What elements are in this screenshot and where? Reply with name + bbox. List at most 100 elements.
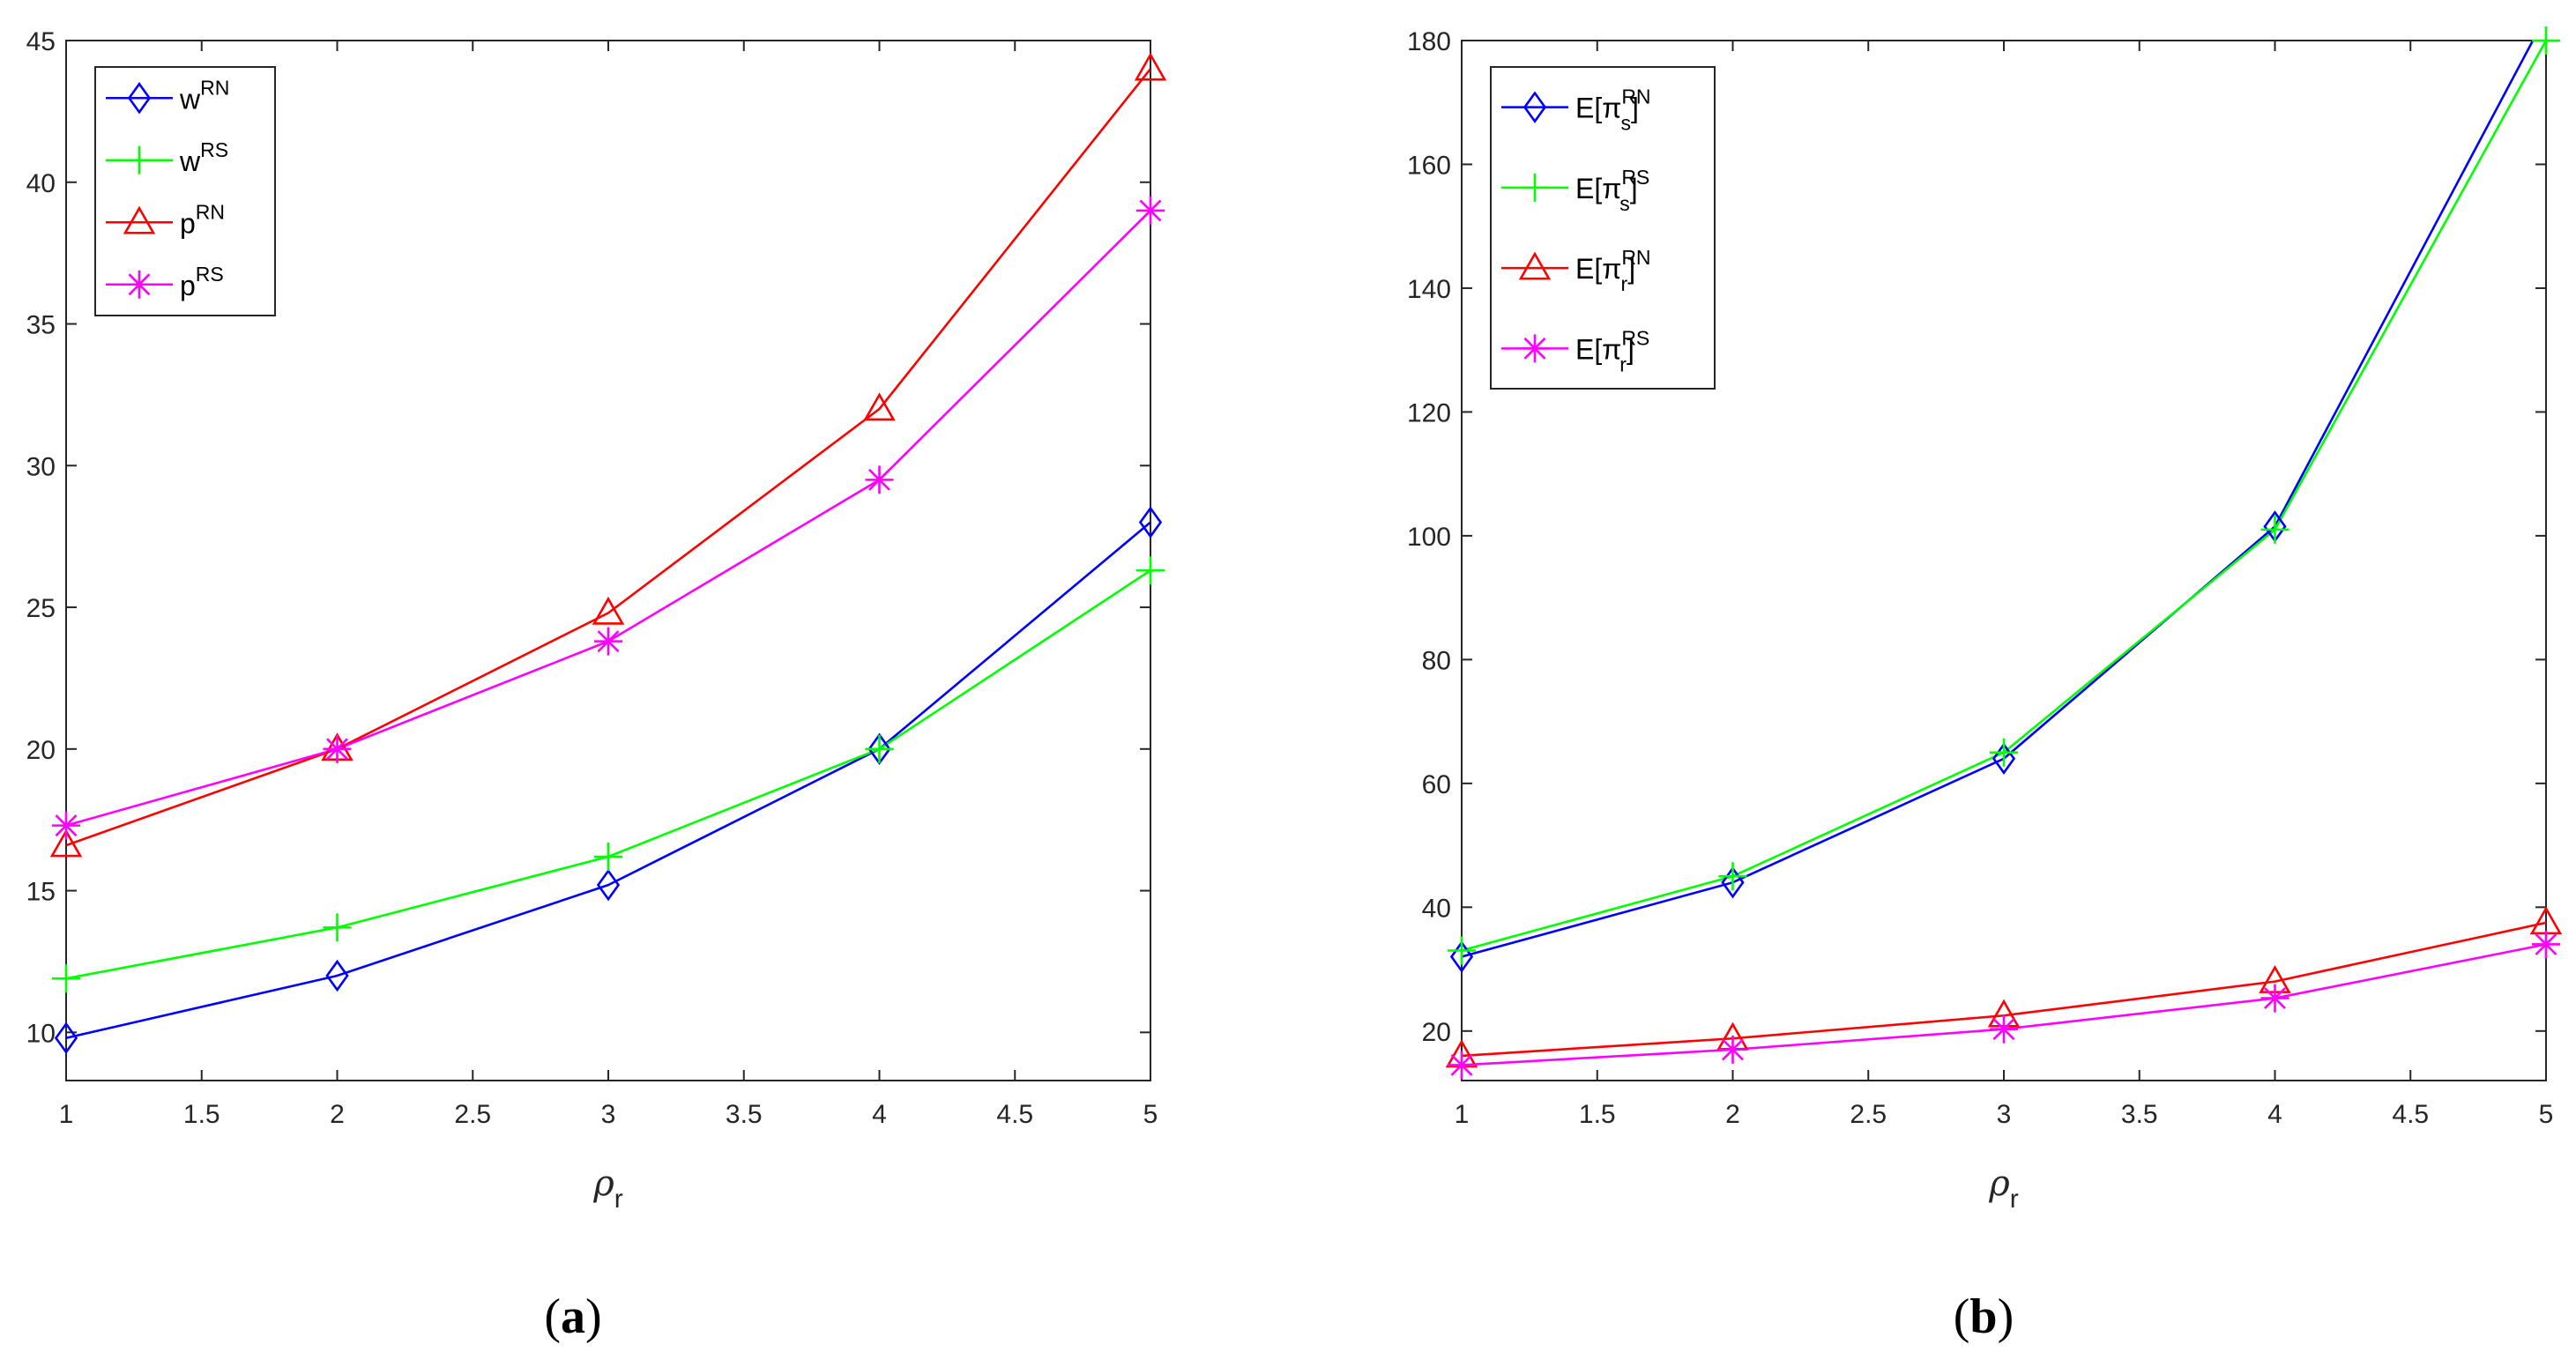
panel-a-point-pRN-0 — [49, 828, 83, 858]
panel-b-x-tick-label: 5 — [2539, 1100, 2554, 1129]
panel-b-x-tick-label: 4 — [2267, 1100, 2282, 1129]
panel-a-x-tick-label: 1.5 — [183, 1100, 220, 1129]
panel-b-chart: 1 1.5 2 2.5 3 3.5 4 4.5 5 20 40 60 80 100 120 140 160 180… — [1407, 26, 2563, 1344]
panel-a-point-wRN-4 — [1138, 506, 1163, 539]
panel-a-x-axis-symbol: ρ — [592, 1163, 614, 1204]
panel-a-x-tick-label: 4.5 — [996, 1100, 1033, 1129]
panel-b-point-E[πrRS]-1 — [1718, 1035, 1747, 1064]
panel-a-series-line-wRN — [66, 521, 1150, 1040]
panel-b-x-tick-label: 1.5 — [1579, 1100, 1616, 1129]
panel-b-x-tick-label: 3.5 — [2121, 1100, 2158, 1129]
panel-b-legend-marker-E[πsRS] — [1521, 173, 1549, 202]
panel-a-legend: wRN wRS pRN pRS — [94, 66, 276, 316]
panel-a-point-wRS-0 — [52, 964, 80, 993]
panel-a-x-tick-label: 3.5 — [726, 1100, 763, 1129]
panel-b-markers-group — [1445, 26, 2563, 1080]
panel-a-point-pRS-0 — [52, 811, 80, 840]
panel-b-x-tick-label: 4.5 — [2392, 1100, 2429, 1129]
panel-a-legend-marker-wRS — [125, 145, 153, 175]
panel-b-y-tick-label: 140 — [1407, 275, 1451, 304]
panel-b-y-tick-label: 100 — [1407, 523, 1451, 552]
panel-b-y-tick-label: 20 — [1422, 1018, 1451, 1047]
panel-a-legend-marker-wRN — [127, 82, 152, 115]
panel-b-legend-label-E[πrRS]: E[πRS r] — [1575, 326, 1649, 375]
panel-b-point-E[πsRS]-0 — [1448, 936, 1476, 965]
panel-a-legend-label-pRS: pRS — [180, 263, 224, 301]
panel-a-legend-label-wRS: wRS — [179, 138, 228, 177]
panel-b-y-tick-label: 180 — [1407, 27, 1451, 56]
panel-a-legend-label-wRN: wRN — [179, 76, 229, 115]
panel-a-x-axis-label: ρr — [592, 1163, 623, 1214]
panel-b-series-line-E[πrRS] — [1462, 943, 2546, 1066]
panel-a-markers-group — [49, 52, 1167, 1054]
panel-a-y-tick-label: 10 — [26, 1019, 56, 1048]
panel-a-legend-marker-pRN — [123, 205, 156, 234]
panel-b-y-tick-label: 160 — [1407, 151, 1451, 180]
panel-b-point-E[πsRN]-1 — [1721, 866, 1745, 899]
panel-a-y-tick-label: 40 — [26, 169, 56, 198]
panel-a-y-tick-label: 20 — [26, 736, 56, 765]
panel-a-point-pRS-2 — [594, 627, 622, 656]
panel-b-y-tick-label: 80 — [1422, 646, 1451, 675]
panel-b-point-E[πrRS]-2 — [1990, 1014, 2018, 1044]
panel-b-x-tick-label: 2.5 — [1850, 1100, 1887, 1129]
panel-a-point-wRS-1 — [323, 913, 352, 942]
panel-b-x-axis-label: ρr — [1988, 1163, 2019, 1214]
panel-b-caption: (b) — [1954, 1289, 2014, 1344]
panel-a-x-tick-label: 1 — [59, 1100, 74, 1129]
panel-b-x-tick-label: 2 — [1725, 1100, 1740, 1129]
panel-a-x-tick-label: 2 — [330, 1100, 345, 1129]
panel-a-point-pRS-1 — [323, 734, 352, 763]
panel-a-point-pRS-4 — [1136, 196, 1165, 225]
panel-a-legend-box — [94, 66, 276, 316]
panel-b-legend: E[πRN s] E[πRS s] E[πRN r] E[πRS r] — [1490, 66, 1716, 390]
panel-a-point-pRN-3 — [863, 392, 896, 421]
panel-b-legend-label-E[πsRS]: E[πRS s] — [1575, 166, 1649, 215]
panel-a-point-wRN-0 — [54, 1021, 78, 1054]
panel-a-y-tick-label: 15 — [26, 878, 56, 907]
panel-a-point-wRN-2 — [596, 868, 621, 902]
panel-b-legend-marker-E[πrRS] — [1521, 334, 1549, 363]
panel-b-legend-label-E[πrRN]: E[πRN r] — [1575, 246, 1651, 295]
panel-b-point-E[πrRS]-4 — [2532, 930, 2560, 959]
panel-b-legend-marker-E[πsRN] — [1523, 91, 1547, 123]
panel-b-x-tick-label: 3 — [1997, 1100, 2012, 1129]
panel-a-chart: 1 1.5 2 2.5 3 3.5 4 4.5 51015202530354045ρrwRNwR… — [26, 27, 1167, 1344]
panel-a-legend-label-pRN: pRN — [180, 200, 225, 239]
panel-a-x-tick-label: 3 — [601, 1100, 616, 1129]
panel-b-legend-box — [1490, 66, 1716, 390]
panel-b-point-E[πrRS]-3 — [2260, 984, 2289, 1013]
panel-b-legend-label-E[πsRN]: E[πRN s] — [1575, 85, 1651, 135]
panel-b-point-E[πsRS]-2 — [1990, 738, 2018, 767]
panel-a-y-tick-label: 30 — [26, 452, 56, 481]
panel-a-caption: (a) — [544, 1289, 601, 1344]
panel-b-point-E[πsRN]-2 — [1992, 742, 2016, 775]
panel-a-point-wRS-3 — [865, 734, 894, 763]
panel-a-point-pRN-4 — [1134, 52, 1167, 81]
panel-b-y-tick-label: 120 — [1407, 398, 1451, 427]
panel-a-legend-marker-pRS — [125, 270, 153, 299]
panel-b-x-tick-label: 1 — [1455, 1100, 1470, 1129]
panel-a-point-pRN-2 — [592, 596, 625, 625]
panel-a-point-pRS-3 — [865, 465, 894, 494]
panel-a-y-tick-label: 25 — [26, 594, 56, 623]
panel-a-point-wRS-2 — [594, 842, 622, 871]
panel-b-point-E[πsRS]-1 — [1718, 862, 1747, 891]
panel-b-x-axis-subscript: r — [2010, 1185, 2019, 1214]
panel-b-point-E[πrRS]-0 — [1448, 1051, 1476, 1080]
panel-a-x-tick-label: 5 — [1143, 1100, 1158, 1129]
panel-b-x-axis-symbol: ρ — [1988, 1163, 2010, 1204]
panel-a-point-wRS-4 — [1136, 556, 1165, 585]
panel-b-point-E[πsRS]-3 — [2260, 515, 2289, 544]
panel-a-x-tick-label: 4 — [872, 1100, 887, 1129]
panel-a-y-tick-label: 45 — [26, 27, 56, 56]
panel-a-y-tick-label: 35 — [26, 311, 56, 340]
panel-a-x-axis-subscript: r — [614, 1185, 623, 1214]
panel-b-y-tick-label: 60 — [1422, 770, 1451, 799]
panel-b-legend-marker-E[πrRN] — [1518, 251, 1552, 280]
panel-b-y-tick-label: 40 — [1422, 894, 1451, 923]
panel-b-point-E[πsRN]-0 — [1449, 940, 1474, 973]
panel-a-series-line-pRN — [66, 68, 1150, 847]
panel-b-point-E[πsRS]-4 — [2532, 26, 2560, 55]
